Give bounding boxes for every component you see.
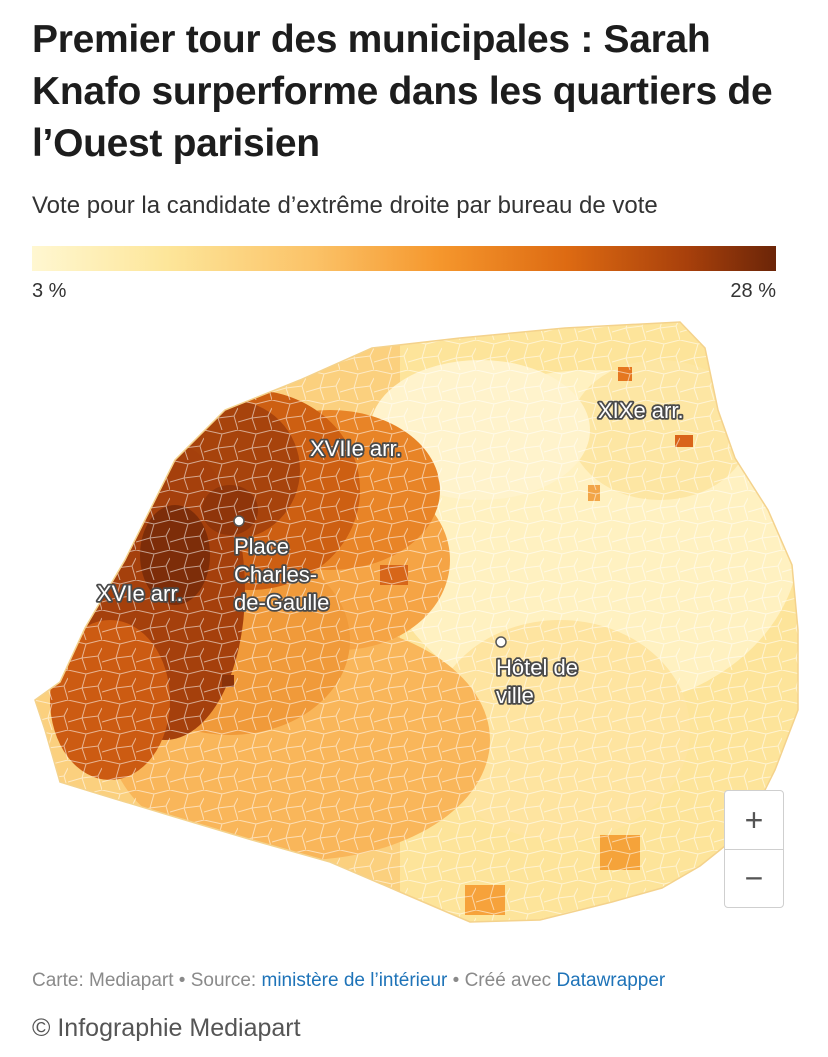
label-etoile-line1: Place [234, 534, 289, 559]
legend-max-label: 28 % [730, 280, 776, 302]
label-xix-arr: XIXe arr. [598, 398, 684, 423]
label-xvi-arr: XVIe arr. [97, 581, 183, 606]
voting-districts [35, 322, 798, 922]
footer-separator: • [447, 970, 465, 991]
copyright-credit: © Infographie Mediapart [32, 1014, 301, 1042]
etoile-marker-icon [233, 515, 245, 527]
footer-carte: Carte: Mediapart [32, 970, 174, 991]
paris-boundary [34, 321, 799, 923]
legend-min-label: 3 % [32, 280, 67, 302]
label-hdv-line1: Hôtel de [496, 655, 578, 680]
zoom-control: + − [724, 790, 784, 908]
paris-choropleth-map[interactable]: XVIIe arr. XIXe arr. XVIe arr. Place Cha… [0, 310, 828, 950]
label-xvii-arr: XVIIe arr. [310, 436, 402, 461]
zoom-out-button[interactable]: − [725, 849, 783, 907]
label-etoile-line3: de-Gaulle [234, 590, 329, 615]
color-scale-legend [32, 246, 776, 271]
chart-subtitle: Vote pour la candidate d’extrême droite … [32, 192, 658, 219]
footer-separator: • [173, 970, 191, 991]
source-link[interactable]: ministère de l’intérieur [261, 970, 448, 991]
hotel-de-ville-marker-icon [495, 636, 507, 648]
label-etoile-line2: Charles- [234, 562, 317, 587]
footer-created-label: Créé avec [464, 970, 557, 991]
label-hdv-line2: ville [496, 683, 534, 708]
footer-source-label: Source: [190, 970, 262, 991]
zoom-in-button[interactable]: + [744, 801, 764, 838]
footer-sources: Carte: Mediapart • Source: ministère de … [32, 970, 665, 992]
datawrapper-link[interactable]: Datawrapper [556, 970, 666, 991]
chart-title: Premier tour des municipales : Sarah Kna… [32, 18, 773, 165]
